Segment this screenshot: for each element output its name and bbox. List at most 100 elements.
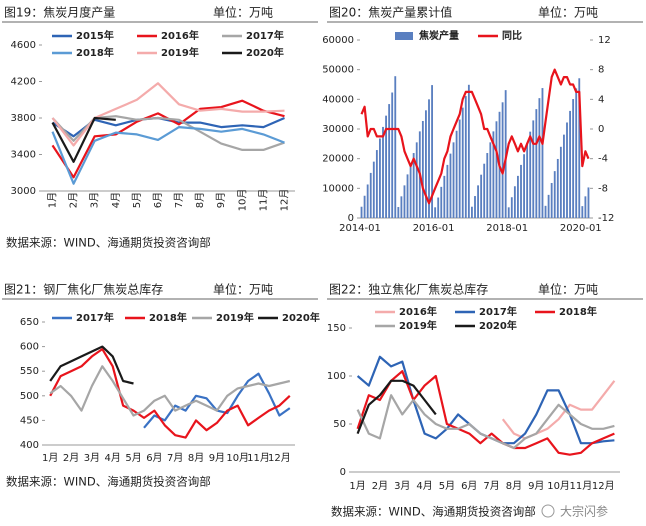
bar bbox=[464, 96, 467, 218]
legend-label: 2020年 bbox=[282, 311, 320, 324]
bar bbox=[379, 138, 381, 218]
legend-label: 2018年 bbox=[149, 311, 187, 324]
source-note: 数据来源：WIND、海通期货投资咨询部 bbox=[331, 505, 536, 519]
unit-label: 单位：万吨 bbox=[538, 5, 598, 20]
x-tick-label: 1月 bbox=[349, 480, 365, 492]
line-series bbox=[49, 345, 134, 385]
x-tick-label: 5月 bbox=[125, 452, 141, 464]
x-tick-label: 9月 bbox=[209, 452, 225, 464]
x-tick-label: 6月 bbox=[461, 480, 477, 492]
bar bbox=[421, 120, 424, 218]
x-tick-label: 3月 bbox=[84, 452, 100, 464]
bar bbox=[425, 110, 427, 218]
bar bbox=[529, 131, 532, 218]
bar bbox=[449, 153, 452, 218]
x-tick-label: 3月 bbox=[89, 192, 101, 208]
x-tick-label: 4月 bbox=[110, 192, 122, 208]
bar bbox=[431, 85, 433, 219]
y-tick-label: 0 bbox=[340, 467, 346, 478]
line-series bbox=[143, 372, 291, 429]
x-tick-label: 3月 bbox=[394, 480, 410, 492]
line-series bbox=[51, 126, 285, 185]
y-tick-label: 3400 bbox=[11, 150, 36, 161]
x-tick-label: 8月 bbox=[506, 480, 522, 492]
bar bbox=[415, 142, 418, 218]
legend-label: 2018年 bbox=[559, 305, 597, 318]
x-tick-label: 7月 bbox=[167, 452, 183, 464]
x-tick-label: 6月 bbox=[146, 452, 162, 464]
bar bbox=[575, 88, 578, 219]
bar bbox=[394, 76, 397, 219]
bar bbox=[547, 194, 550, 218]
bar bbox=[523, 154, 525, 218]
legend-label: 2020年 bbox=[479, 319, 517, 332]
chart-title: 图22：独立焦化厂焦炭总库存 bbox=[329, 282, 488, 297]
bar bbox=[458, 119, 461, 218]
line-series bbox=[49, 348, 291, 439]
x-tick-label: 2018-01 bbox=[486, 223, 528, 234]
y-tick-label: 4600 bbox=[11, 40, 36, 51]
bar bbox=[532, 120, 535, 218]
bar bbox=[517, 175, 519, 218]
chart-title: 图20：焦炭产量累计值 bbox=[329, 5, 452, 20]
y-tick-label: 50 bbox=[333, 419, 346, 430]
bar bbox=[452, 142, 455, 218]
x-tick-label: 12月 bbox=[278, 189, 290, 212]
legend-label: 2019年 bbox=[399, 319, 437, 332]
y-tick-label: 20000 bbox=[322, 154, 354, 165]
x-tick-label: 9月 bbox=[528, 480, 544, 492]
bar bbox=[443, 175, 446, 218]
x-tick-label: 2月 bbox=[63, 452, 79, 464]
bar bbox=[434, 207, 437, 218]
legend-label: 2019年 bbox=[216, 311, 254, 324]
x-tick-label: 4月 bbox=[416, 480, 432, 492]
bar bbox=[397, 207, 400, 218]
bar bbox=[535, 109, 538, 218]
watermark-icon bbox=[541, 504, 555, 518]
bar bbox=[559, 146, 562, 218]
watermark: 大宗闪参 bbox=[560, 504, 608, 519]
bar bbox=[520, 164, 522, 218]
y2-tick-label: 4 bbox=[598, 94, 604, 105]
y-tick-label: 3800 bbox=[11, 113, 36, 124]
line-series bbox=[49, 365, 291, 417]
x-tick-label: 2月 bbox=[372, 480, 388, 492]
bar bbox=[566, 122, 568, 218]
legend-label: 2019年 bbox=[161, 46, 199, 59]
legend-label: 2017年 bbox=[246, 29, 284, 42]
bar bbox=[569, 110, 571, 218]
bar bbox=[388, 104, 391, 218]
y-tick-label: 10000 bbox=[322, 183, 354, 194]
y-tick-label: 30000 bbox=[322, 124, 354, 135]
unit-label: 单位：万吨 bbox=[213, 282, 273, 297]
y-tick-label: 4200 bbox=[11, 77, 36, 88]
line-series bbox=[356, 394, 615, 450]
y-tick-label: 0 bbox=[348, 213, 354, 224]
legend-label: 同比 bbox=[502, 29, 522, 42]
x-tick-label: 8月 bbox=[188, 452, 204, 464]
bar bbox=[474, 196, 476, 218]
bar bbox=[563, 134, 565, 218]
x-tick-label: 2月 bbox=[68, 192, 80, 208]
bar bbox=[375, 150, 378, 218]
bar bbox=[550, 182, 553, 218]
y-tick-label: 500 bbox=[20, 391, 39, 402]
bar bbox=[483, 163, 486, 218]
legend-label: 2016年 bbox=[399, 305, 437, 318]
x-tick-label: 7月 bbox=[173, 192, 185, 208]
bar bbox=[553, 171, 556, 218]
x-tick-label: 1月 bbox=[47, 192, 59, 208]
x-tick-label: 11月 bbox=[247, 452, 270, 464]
y-tick-label: 50000 bbox=[322, 65, 354, 76]
x-tick-label: 8月 bbox=[194, 192, 206, 208]
y-tick-label: 150 bbox=[327, 323, 346, 334]
x-tick-label: 2014-01 bbox=[339, 223, 381, 234]
bar bbox=[486, 153, 489, 218]
bar bbox=[584, 196, 587, 218]
bar bbox=[455, 130, 458, 218]
x-tick-label: 4月 bbox=[105, 452, 121, 464]
bar bbox=[526, 142, 529, 218]
unit-label: 单位：万吨 bbox=[538, 282, 598, 297]
bar bbox=[495, 121, 498, 218]
